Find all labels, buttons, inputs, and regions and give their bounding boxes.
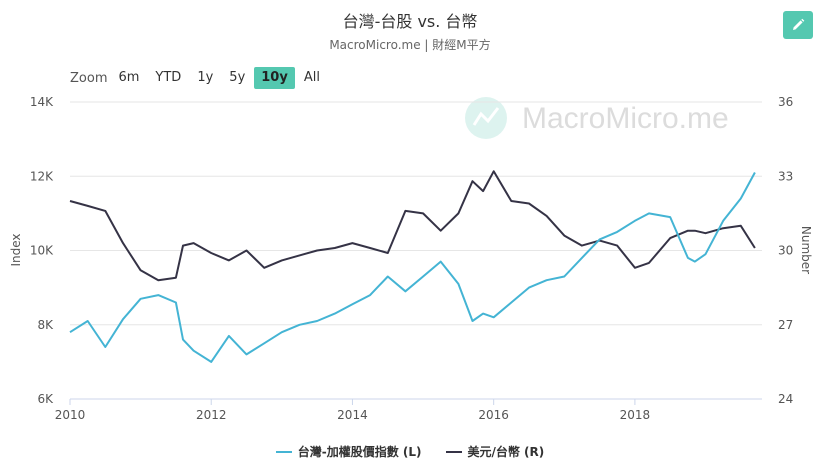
y-tick-left: 6K bbox=[37, 392, 54, 406]
y-tick-left: 8K bbox=[37, 318, 54, 332]
chart-subtitle: MacroMicro.me | 財經M平方 bbox=[329, 38, 491, 52]
legend-swatch-taiex bbox=[275, 450, 292, 453]
x-tick-label: 2014 bbox=[337, 408, 368, 422]
legend-swatch-usdtwd bbox=[445, 450, 462, 453]
zoom-all-button[interactable]: All bbox=[303, 70, 320, 85]
chart-plot: MacroMicro.me 6K 8K 10K 12K 14K 24 27 30 33 36 2010… bbox=[9, 95, 813, 422]
y-tick-left: 12K bbox=[30, 169, 54, 183]
y-tick-right: 27 bbox=[778, 318, 793, 332]
y-axis-right-title: Number bbox=[799, 226, 813, 274]
y-tick-right: 33 bbox=[778, 169, 793, 183]
y-tick-left: 14K bbox=[30, 95, 54, 109]
x-tick-label: 2010 bbox=[55, 408, 86, 422]
zoom-10y-button[interactable]: 10y bbox=[254, 67, 295, 89]
zoom-ytd-button[interactable]: YTD bbox=[155, 70, 182, 85]
y-tick-right: 30 bbox=[778, 244, 793, 258]
y-axis-left-title: Index bbox=[9, 233, 23, 266]
chart-title: 台灣-台股 vs. 台幣 bbox=[342, 12, 478, 31]
series-line-taiex bbox=[69, 172, 756, 363]
zoom-bar: Zoom 6m YTD 1y 5y 10y All bbox=[70, 66, 329, 90]
watermark-logo-mark bbox=[472, 107, 500, 126]
y-tick-right: 24 bbox=[778, 392, 793, 406]
zoom-1y-button[interactable]: 1y bbox=[197, 70, 214, 85]
x-tick-label: 2018 bbox=[620, 408, 651, 422]
y-tick-left: 10K bbox=[30, 244, 54, 258]
edit-button[interactable] bbox=[783, 11, 813, 39]
x-tick-label: 2012 bbox=[196, 408, 227, 422]
legend: 台灣-加權股價指數 (L) 美元/台幣 (R) bbox=[0, 443, 820, 460]
pencil-icon bbox=[793, 18, 805, 30]
y-tick-right: 36 bbox=[778, 95, 793, 109]
zoom-5y-button[interactable]: 5y bbox=[229, 70, 246, 85]
x-tick-label: 2016 bbox=[478, 408, 509, 422]
legend-item-usdtwd[interactable]: 美元/台幣 (R) bbox=[445, 443, 545, 460]
zoom-label: Zoom bbox=[70, 70, 108, 86]
watermark-text: MacroMicro.me bbox=[522, 102, 729, 135]
legend-item-taiex[interactable]: 台灣-加權股價指數 (L) bbox=[275, 443, 422, 460]
zoom-6m-button[interactable]: 6m bbox=[118, 70, 140, 85]
legend-label-usdtwd: 美元/台幣 (R) bbox=[467, 445, 545, 459]
legend-label-taiex: 台灣-加權股價指數 (L) bbox=[297, 445, 422, 459]
series-line-usdtwd bbox=[69, 170, 756, 282]
